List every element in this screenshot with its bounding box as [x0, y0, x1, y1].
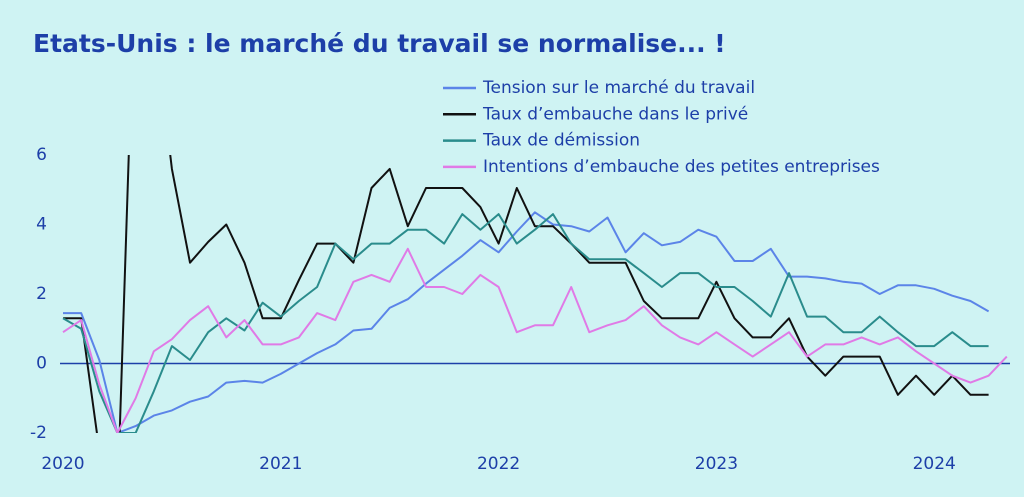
y-tick-label: 2 [36, 284, 47, 304]
x-tick-label: 2023 [695, 454, 738, 474]
x-tick-label: 2022 [477, 454, 520, 474]
y-tick-label: 6 [36, 145, 47, 165]
x-tick-label: 2021 [259, 454, 302, 474]
x-tick-label: 2024 [913, 454, 956, 474]
chart-title: Etats-Unis : le marché du travail se nor… [33, 29, 726, 58]
y-tick-label: -2 [30, 423, 47, 443]
series-line [63, 211, 990, 433]
legend-label: Intentions d’embauche des petites entrep… [483, 157, 880, 177]
series-line [62, 213, 989, 433]
plot-area [62, 155, 1008, 433]
legend-label: Taux d’embauche dans le privé [482, 104, 748, 124]
legend: Tension sur le marché du travail Taux d’e… [443, 78, 880, 177]
y-tick-label: 0 [36, 354, 47, 374]
series-line [63, 155, 989, 433]
x-tick-label: 2020 [41, 454, 84, 474]
legend-label: Taux de démission [482, 131, 640, 151]
series-line [62, 247, 1008, 433]
y-tick-label: 4 [36, 215, 47, 235]
legend-label: Tension sur le marché du travail [482, 78, 755, 98]
